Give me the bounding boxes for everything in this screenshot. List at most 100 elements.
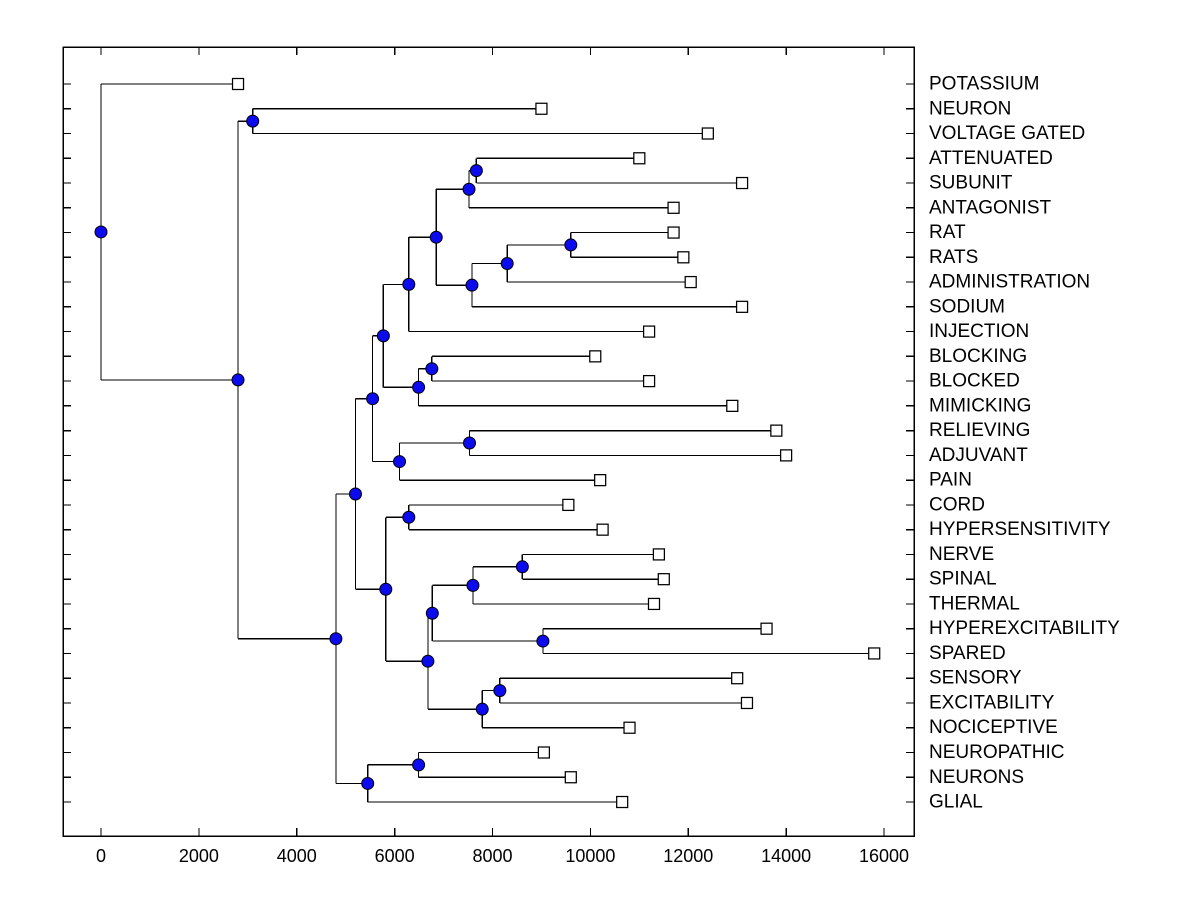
cluster-node-marker — [564, 238, 578, 252]
cluster-node-marker — [361, 776, 375, 790]
cluster-node-marker — [475, 702, 489, 716]
leaf-marker — [667, 201, 680, 214]
leaf-marker — [684, 275, 697, 289]
leaf-marker — [564, 771, 577, 784]
x-axis-tick-label: 12000 — [663, 846, 713, 866]
cluster-node-marker — [466, 578, 480, 592]
cluster-node-marker — [231, 373, 245, 387]
leaf-marker — [735, 176, 749, 190]
leaf-label: SENSORY — [929, 668, 1022, 689]
cluster-node-marker — [94, 225, 108, 239]
leaf-marker — [760, 622, 773, 635]
leaf-marker — [642, 325, 656, 338]
leaf-marker — [735, 300, 749, 313]
leaf-label: BLOCKED — [929, 371, 1020, 392]
leaf-label: EXCITABILITY — [929, 692, 1055, 713]
plot-box — [62, 46, 915, 837]
cluster-node-marker — [462, 182, 476, 196]
leaf-label: SPARED — [929, 643, 1006, 664]
leaf-label: HYPERSENSITIVITY — [929, 519, 1111, 540]
leaf-marker — [740, 696, 754, 710]
leaf-label: NEURON — [929, 98, 1011, 119]
leaf-label: SODIUM — [929, 296, 1005, 317]
leaf-marker — [657, 573, 670, 586]
leaf-marker — [647, 597, 661, 611]
cluster-node-marker — [329, 632, 343, 646]
leaf-label: POTASSIUM — [929, 74, 1040, 95]
leaf-marker — [231, 77, 245, 91]
leaf-marker — [652, 548, 666, 561]
leaf-label: PAIN — [929, 470, 972, 491]
leaf-label: VOLTAGE GATED — [929, 123, 1085, 144]
leaf-label: SUBUNIT — [929, 173, 1013, 194]
cluster-node-marker — [425, 362, 439, 376]
x-axis-tick-label: 8000 — [472, 846, 512, 866]
leaf-marker — [770, 424, 783, 437]
leaf-label: CORD — [929, 494, 985, 515]
cluster-node-marker — [393, 455, 407, 469]
leaf-marker — [562, 498, 575, 512]
cluster-node-marker — [515, 560, 529, 574]
x-axis-tick-label: 14000 — [761, 846, 811, 866]
leaf-marker — [726, 399, 739, 412]
leaf-marker — [616, 795, 629, 809]
leaf-label: HYPEREXCITABILITY — [929, 618, 1120, 639]
leaf-label: NOCICEPTIVE — [929, 717, 1058, 738]
leaf-label: GLIAL — [929, 792, 983, 813]
leaf-label: NEURONS — [929, 767, 1024, 788]
cluster-node-marker — [429, 230, 443, 244]
leaf-marker — [868, 647, 881, 660]
leaf-marker — [623, 721, 636, 734]
leaf-label: ANTAGONIST — [929, 197, 1051, 218]
cluster-node-marker — [412, 380, 426, 394]
leaf-label: RAT — [929, 222, 966, 243]
leaf-label: NERVE — [929, 544, 994, 565]
cluster-node-marker — [402, 510, 416, 524]
cluster-node-marker — [421, 654, 435, 668]
x-axis-tick-label: 16000 — [859, 846, 909, 866]
x-axis-tick-label: 2000 — [179, 846, 219, 866]
cluster-node-marker — [425, 606, 439, 620]
leaf-marker — [667, 226, 680, 239]
leaf-label: ADMINISTRATION — [929, 272, 1090, 293]
leaf-marker — [642, 374, 656, 388]
cluster-node-marker — [348, 487, 362, 501]
leaf-marker — [589, 350, 602, 363]
leaf-label: MIMICKING — [929, 395, 1031, 416]
leaf-label: INJECTION — [929, 321, 1029, 342]
leaf-marker — [535, 102, 548, 115]
leaf-label: RELIEVING — [929, 420, 1030, 441]
leaf-marker — [596, 523, 609, 536]
leaf-label: THERMAL — [929, 593, 1020, 614]
leaf-label: ATTENUATED — [929, 148, 1053, 169]
leaf-marker — [633, 152, 646, 165]
cluster-node-marker — [366, 392, 380, 406]
cluster-node-marker — [536, 634, 550, 648]
x-axis-tick-label: 0 — [96, 846, 106, 866]
leaf-marker — [537, 746, 551, 759]
cluster-node-marker — [402, 277, 416, 291]
cluster-node-marker — [500, 257, 514, 271]
x-axis-tick-label: 10000 — [565, 846, 615, 866]
cluster-node-marker — [493, 684, 507, 698]
cluster-node-marker — [412, 758, 426, 772]
x-axis-tick-label: 4000 — [277, 846, 317, 866]
cluster-node-marker — [469, 164, 483, 178]
leaf-label: NEUROPATHIC — [929, 742, 1064, 763]
cluster-node-marker — [376, 329, 390, 343]
cluster-node-marker — [465, 278, 479, 292]
cluster-node-marker — [379, 582, 393, 596]
leaf-label: BLOCKING — [929, 346, 1027, 367]
leaf-marker — [677, 251, 690, 264]
leaf-label: SPINAL — [929, 569, 997, 590]
cluster-node-marker — [462, 436, 476, 450]
leaf-marker — [780, 449, 793, 462]
x-axis-tick-label: 6000 — [375, 846, 415, 866]
leaf-marker — [701, 127, 714, 140]
cluster-node-marker — [246, 114, 260, 128]
leaf-marker — [594, 474, 607, 487]
leaf-label: RATS — [929, 247, 978, 268]
leaf-marker — [731, 672, 744, 685]
